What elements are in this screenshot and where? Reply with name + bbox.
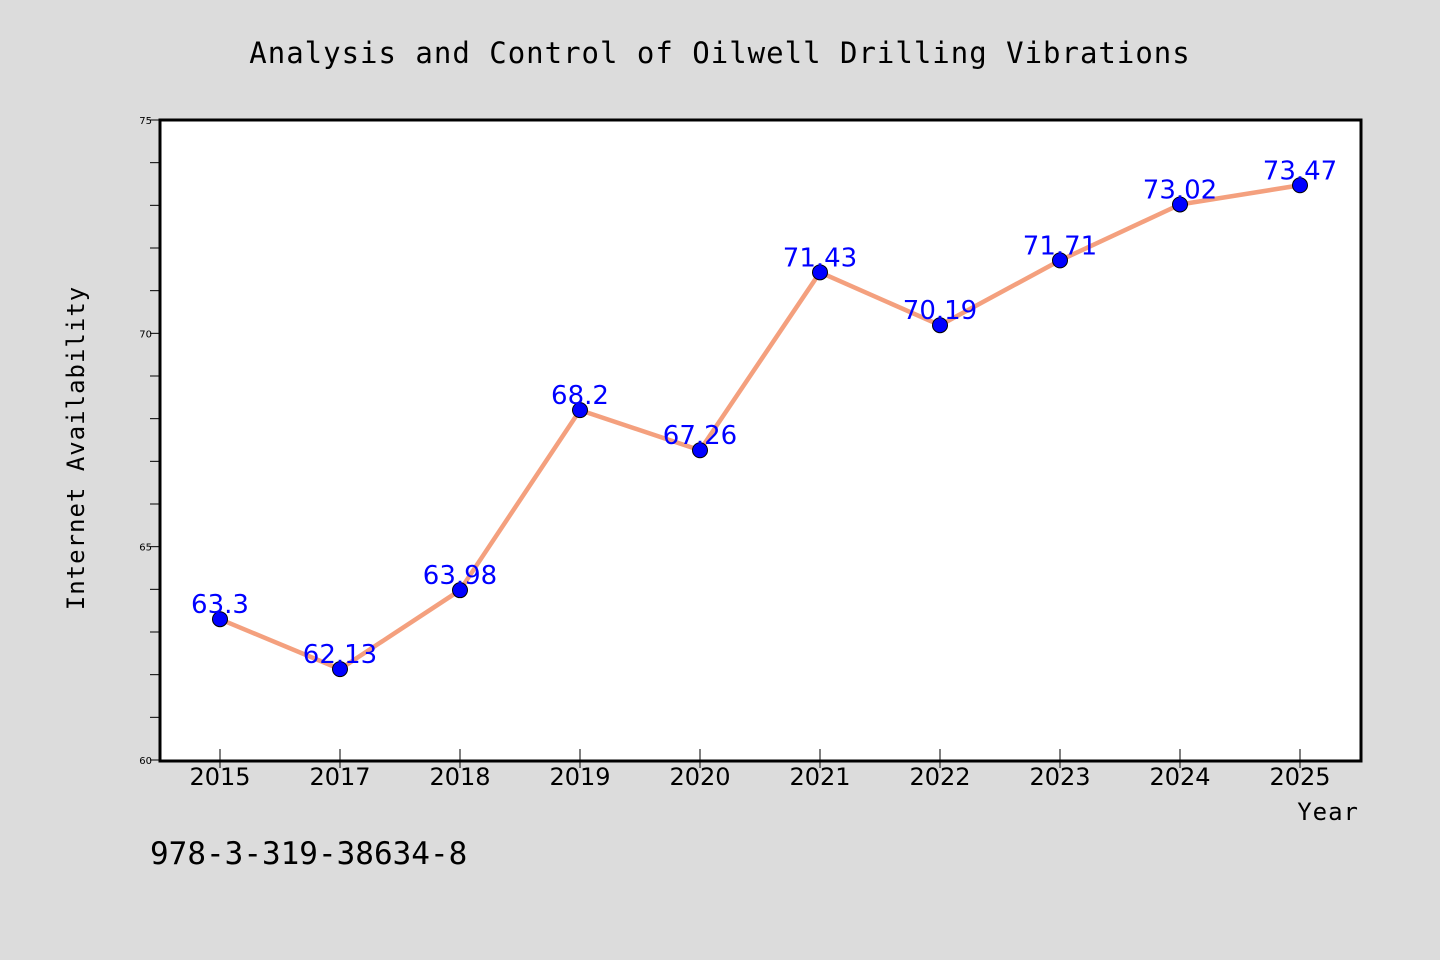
x-tick-label: 2018 <box>429 763 490 791</box>
x-tick-label: 2022 <box>909 763 970 791</box>
y-tick-label: 75 <box>139 116 152 127</box>
x-tick-label: 2025 <box>1269 763 1330 791</box>
data-point <box>212 611 228 628</box>
series-group: 63.3 62.13 63.98 68.2 67.26 71.43 70.19 71.71 73… <box>191 156 1337 678</box>
data-point <box>812 264 828 281</box>
data-point <box>1292 177 1308 194</box>
x-axis-label: Year <box>1297 798 1359 826</box>
data-point <box>1172 196 1188 213</box>
data-label: 71.43 <box>783 243 857 273</box>
x-axis: 2015 2017 2018 2019 2020 2021 2022 2023 2024 2025 <box>189 749 1331 791</box>
x-tick-label: 2020 <box>669 763 730 791</box>
x-tick-label: 2017 <box>309 763 370 791</box>
isbn-text: 978-3-319-38634-8 <box>150 836 467 872</box>
data-point <box>1052 252 1068 269</box>
data-point <box>452 582 468 599</box>
series-line <box>217 183 1303 672</box>
data-label: 68.2 <box>551 381 609 411</box>
x-tick-label: 2021 <box>789 763 850 791</box>
data-point <box>692 442 708 459</box>
data-label: 71.71 <box>1023 231 1097 261</box>
data-label: 63.98 <box>423 561 497 591</box>
y-tick-label: 60 <box>139 756 152 767</box>
data-label: 73.02 <box>1143 175 1217 205</box>
data-point <box>932 317 948 334</box>
y-axis-label: Internet Availability <box>62 286 90 610</box>
data-label: 70.19 <box>903 296 977 326</box>
x-tick-label: 2023 <box>1029 763 1090 791</box>
x-tick-label: 2024 <box>1149 763 1210 791</box>
data-label: 62.13 <box>303 640 377 670</box>
data-label: 67.26 <box>663 421 737 451</box>
data-label: 73.47 <box>1263 156 1337 186</box>
y-axis: 60 65 70 75 <box>139 116 160 767</box>
data-point <box>332 661 348 678</box>
data-point <box>572 402 588 419</box>
chart-title: Analysis and Control of Oilwell Drilling… <box>249 36 1190 70</box>
x-tick-label: 2019 <box>549 763 610 791</box>
y-tick-label: 70 <box>139 329 152 340</box>
y-tick-label: 65 <box>139 543 152 554</box>
data-label: 63.3 <box>191 590 249 620</box>
x-tick-label: 2015 <box>189 763 250 791</box>
